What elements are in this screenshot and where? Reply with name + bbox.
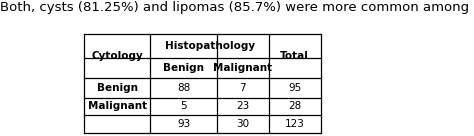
Text: Benign: Benign: [163, 63, 204, 73]
Text: 88: 88: [177, 83, 190, 93]
Text: 123: 123: [285, 119, 305, 129]
Text: Both, cysts (81.25%) and lipomas (85.7%) were more common among males.: Both, cysts (81.25%) and lipomas (85.7%)…: [0, 1, 474, 14]
Text: 28: 28: [288, 101, 301, 112]
Text: 30: 30: [236, 119, 249, 129]
Text: 7: 7: [239, 83, 246, 93]
Text: Benign: Benign: [97, 83, 138, 93]
Text: 95: 95: [288, 83, 301, 93]
Text: Malignant: Malignant: [213, 63, 272, 73]
Text: Cytology: Cytology: [91, 51, 143, 61]
Text: 5: 5: [180, 101, 187, 112]
Text: Malignant: Malignant: [88, 101, 147, 112]
Text: 93: 93: [177, 119, 190, 129]
Text: Histopathology: Histopathology: [164, 41, 255, 51]
Text: Total: Total: [280, 51, 309, 61]
Text: 23: 23: [236, 101, 249, 112]
